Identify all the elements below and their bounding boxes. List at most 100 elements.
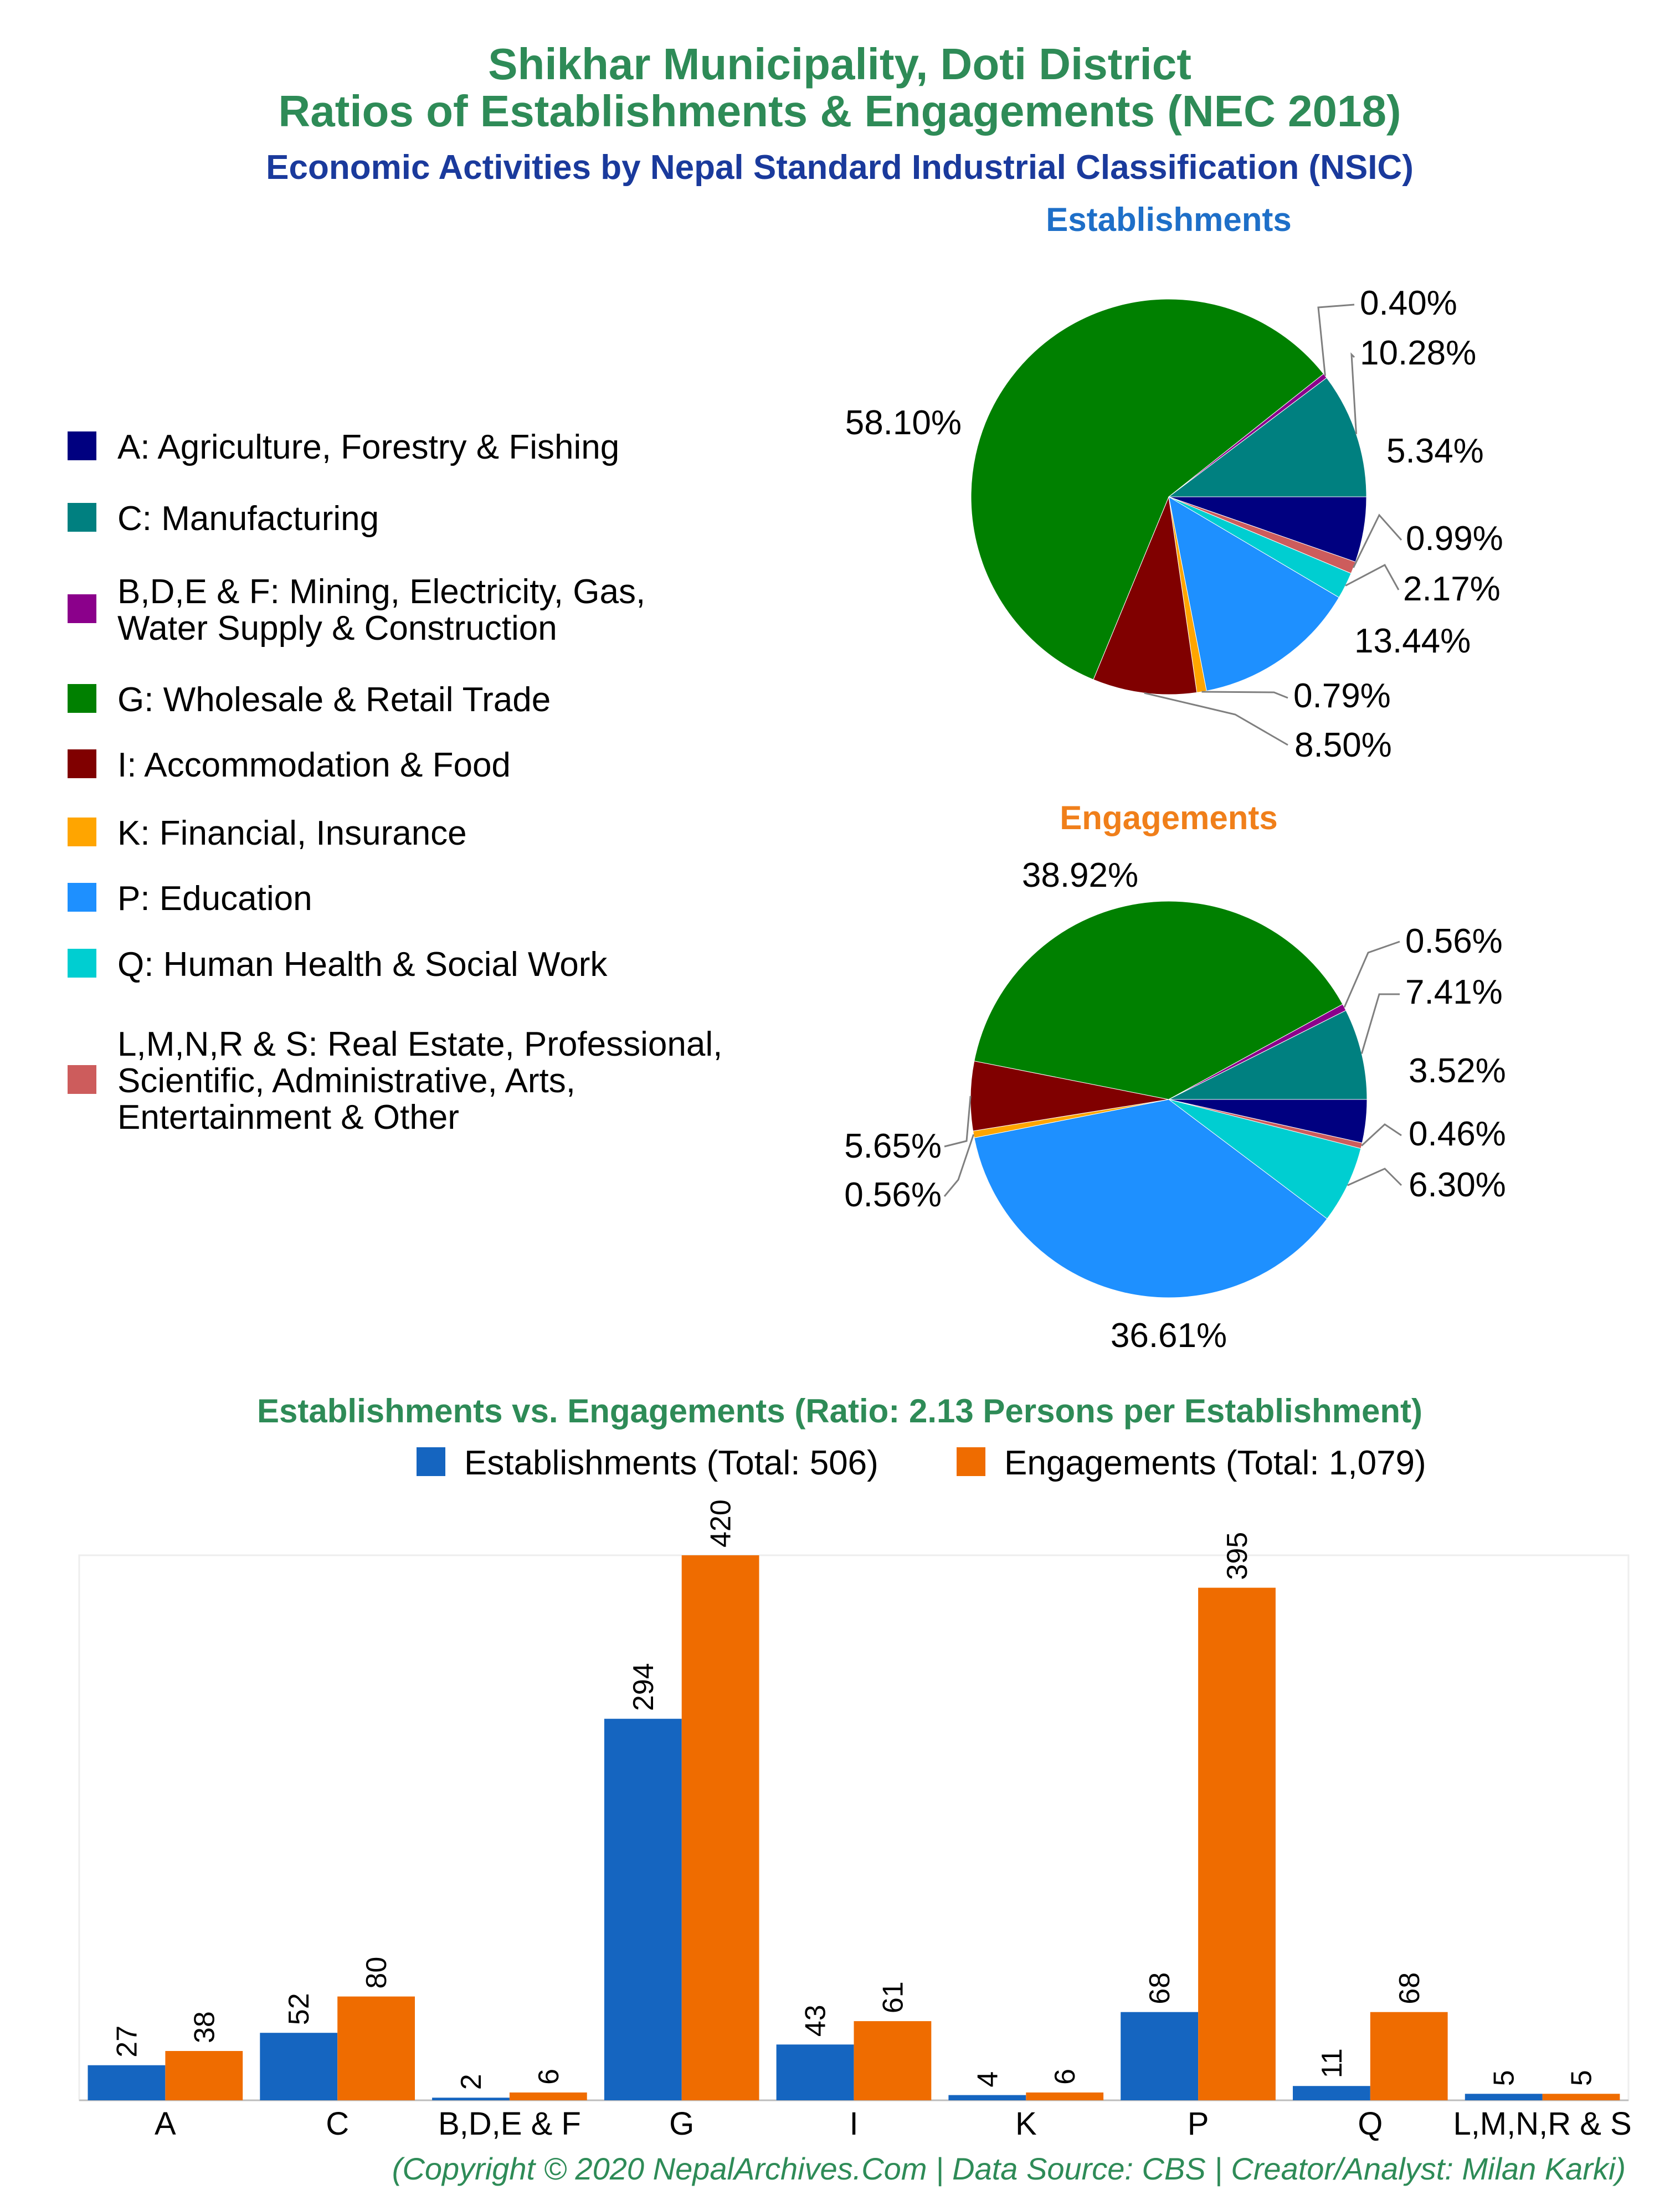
bar-value-label-engagements-6: 395: [1221, 1532, 1253, 1580]
legend-label-establishments: Establishments (Total: 506): [464, 1444, 878, 1482]
establishments-pie-slice-5: [1093, 496, 1198, 695]
bar-value-label-establishments-8: 5: [1488, 2070, 1520, 2086]
bar-value-label-engagements-1: 80: [361, 1957, 393, 1989]
bar-establishments-8: [1465, 2094, 1543, 2100]
engagements-pie-label-3: 36.61%: [1111, 1317, 1227, 1355]
engagements-pie-label-6: 38.92%: [1022, 856, 1138, 895]
bar-establishments-5: [948, 2095, 1026, 2100]
legend-label-engagements: Engagements (Total: 1,079): [1004, 1444, 1426, 1482]
engagements-pie-slice-3: [974, 1099, 1328, 1298]
bar-engagements-4: [854, 2021, 932, 2100]
establishments-pie-leader-8: [1350, 352, 1357, 434]
legend-label-3: G: Wholesale & Retail Trade: [117, 681, 551, 719]
legend-swatch-0: [68, 431, 96, 460]
engagements-pie-leader-1: [1361, 1123, 1402, 1147]
establishments-pie-slice-3: [1168, 496, 1339, 691]
engagements-pie-leader-2: [1347, 1168, 1402, 1186]
establishments-pie-leader-7: [1317, 304, 1355, 376]
legend-label-4: I: Accommodation & Food: [117, 746, 511, 784]
bar-engagements-3: [681, 1555, 759, 2100]
title-line-1: Shikhar Municipality, Doti District: [488, 39, 1191, 89]
bar-value-label-engagements-5: 6: [1049, 2069, 1081, 2085]
establishments-pie-label-2: 2.17%: [1403, 570, 1501, 608]
engagements-pie-leader-5: [944, 1096, 972, 1148]
legend-swatch-7: [68, 949, 96, 978]
bar-category-label-8: L,M,N,R & S: [1453, 2106, 1631, 2142]
bar-category-label-5: K: [1015, 2106, 1037, 2142]
bar-engagements-8: [1542, 2094, 1620, 2100]
establishments-pie-leader-4: [1201, 691, 1288, 699]
bar-value-label-engagements-4: 61: [877, 1981, 909, 2013]
engagements-pie-slice-6: [974, 901, 1343, 1100]
bar-category-label-7: Q: [1358, 2106, 1383, 2142]
bar-establishments-3: [604, 1719, 682, 2100]
bar-value-label-engagements-8: 5: [1566, 2070, 1598, 2086]
establishments-pie-label-6: 58.10%: [845, 404, 962, 442]
bar-category-label-0: A: [155, 2106, 176, 2142]
bar-engagements-7: [1370, 2012, 1448, 2100]
bar-establishments-6: [1121, 2012, 1198, 2100]
engagements-pie-label-2: 6.30%: [1409, 1166, 1506, 1204]
legend-label-6: P: Education: [117, 880, 312, 918]
bar-establishments-1: [260, 2033, 338, 2100]
bar-chart: 27 38 A 52 80 C 2 6 B,D,E & F 294 420 G 43 61 I 4 6 K 68 39…: [79, 1499, 1632, 2142]
legend-label-7: Q: Human Health & Social Work: [117, 945, 608, 984]
bar-establishments-4: [776, 2044, 854, 2100]
establishments-pie-label-5: 8.50%: [1294, 726, 1392, 764]
bar-engagements-0: [165, 2051, 243, 2100]
establishments-pie-title: Establishments: [1046, 201, 1291, 238]
bar-value-label-establishments-1: 52: [283, 1993, 315, 2025]
establishments-pie-leader-5: [1144, 692, 1288, 746]
bar-value-label-establishments-0: 27: [111, 2026, 143, 2058]
bar-value-label-establishments-6: 68: [1144, 1972, 1176, 2004]
engagements-pie: 3.52% 0.46% 6.30% 36.61% 0.56% 5.65% 38.92% 0.5…: [844, 856, 1506, 1355]
bar-engagements-1: [337, 1996, 415, 2100]
bar-engagements-5: [1026, 2092, 1104, 2100]
engagements-pie-leader-7: [1343, 940, 1400, 1008]
legend-swatch-5: [68, 818, 96, 846]
legend-label-2: B,D,E & F: Mining, Electricity, Gas, Wate…: [117, 573, 645, 647]
establishments-pie-slice-6: [970, 299, 1324, 680]
bar-category-label-2: B,D,E & F: [438, 2106, 581, 2142]
engagements-pie-label-0: 3.52%: [1409, 1052, 1506, 1090]
engagements-pie-label-5: 5.65%: [844, 1127, 942, 1165]
establishments-pie-slice-8: [1168, 377, 1367, 497]
establishments-pie-label-7: 0.40%: [1360, 284, 1457, 322]
bar-category-label-3: G: [669, 2106, 694, 2142]
engagements-pie-label-7: 0.56%: [1405, 922, 1503, 960]
engagements-pie-label-4: 0.56%: [844, 1176, 942, 1214]
legend-label-0: A: Agriculture, Forestry & Fishing: [117, 428, 619, 466]
bar-category-label-4: I: [849, 2106, 858, 2142]
legend-swatch-2: [68, 594, 96, 623]
legend-swatch-engagements: [957, 1447, 985, 1476]
legend-label-8: L,M,N,R & S: Real Estate, Professional, S…: [117, 1025, 722, 1137]
bar-value-label-engagements-2: 6: [533, 2069, 565, 2085]
title-line-2: Ratios of Establishments & Engagements (…: [278, 86, 1401, 136]
engagements-pie-slice-2: [1168, 1099, 1362, 1220]
bar-value-label-establishments-5: 4: [972, 2071, 1004, 2088]
legend-label-5: K: Financial, Insurance: [117, 814, 467, 852]
establishments-pie-label-0: 5.34%: [1386, 432, 1484, 470]
engagements-pie-label-8: 7.41%: [1405, 973, 1503, 1011]
legend-swatch-establishments: [417, 1447, 445, 1476]
legend-swatch-4: [68, 749, 96, 778]
engagements-pie-title: Engagements: [1060, 799, 1277, 836]
bar-value-label-establishments-4: 43: [800, 2004, 832, 2037]
bar-establishments-2: [432, 2098, 510, 2100]
engagements-pie-leader-8: [1360, 993, 1400, 1054]
establishments-pie-label-8: 10.28%: [1360, 334, 1476, 372]
legend-label-1: C: Manufacturing: [117, 500, 379, 538]
bar-category-label-1: C: [326, 2106, 349, 2142]
legend-swatch-3: [68, 684, 96, 713]
bar-establishments-0: [88, 2065, 166, 2100]
category-legend: A: Agriculture, Forestry & Fishing C: Man…: [68, 428, 722, 1137]
legend-swatch-6: [68, 883, 96, 912]
bar-engagements-6: [1198, 1587, 1276, 2100]
bar-chart-title: Establishments vs. Engagements (Ratio: 2…: [257, 1392, 1422, 1430]
establishments-pie-leader-1: [1352, 513, 1402, 568]
engagements-pie-slice-8: [1168, 1010, 1368, 1100]
establishments-pie-leader-2: [1345, 563, 1400, 590]
footer-credit: (Copyright © 2020 NepalArchives.Com | Da…: [392, 2151, 1626, 2187]
